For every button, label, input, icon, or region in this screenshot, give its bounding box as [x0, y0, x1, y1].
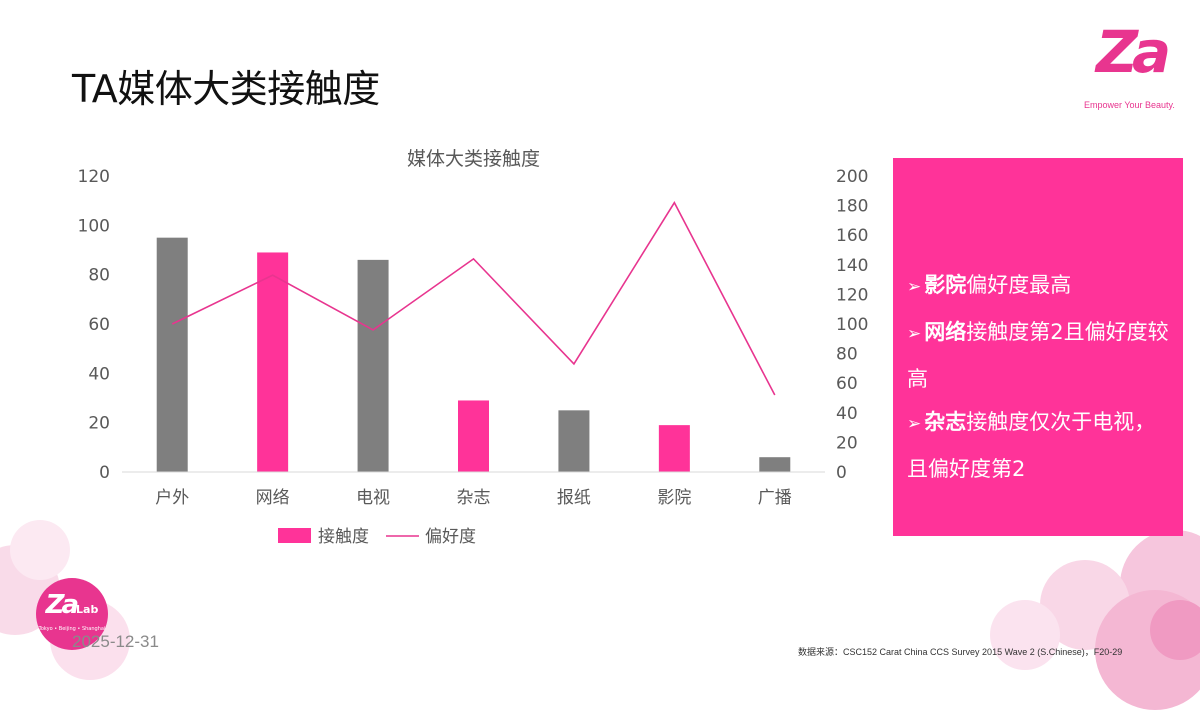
legend-swatch-bar — [278, 528, 311, 543]
logo-slogan: Empower Your Beauty. — [1084, 100, 1175, 110]
insight-item: ➢ 影院偏好度最高 — [907, 263, 1175, 310]
insight-item: ➢ 网络接触度第2且偏好度较高 — [907, 310, 1175, 402]
x-tick-label: 杂志 — [457, 488, 491, 508]
za-lab-badge: ZaLab Tokyo • Beijing • Shanghai — [36, 578, 108, 650]
arrow-icon: ➢ — [907, 414, 922, 434]
decor-blob — [1150, 600, 1200, 660]
y-left-tick-label: 20 — [88, 414, 110, 434]
x-tick-label: 户外 — [155, 488, 189, 508]
x-tick-label: 影院 — [657, 488, 691, 508]
insight-highlight: 影院 — [924, 273, 967, 297]
badge-mark: ZaLab — [36, 590, 108, 620]
page-title: TA媒体大类接触度 — [72, 67, 380, 111]
y-right-tick-label: 120 — [836, 285, 868, 305]
decor-blob — [990, 600, 1060, 670]
bar-电视 — [357, 259, 389, 472]
x-tick-label: 报纸 — [557, 488, 591, 508]
insight-text: 接触度仅次于电视，且偏好度第2 — [907, 410, 1156, 481]
data-source: 数据来源：CSC152 Carat China CCS Survey 2015 … — [798, 647, 1123, 657]
bar-广播 — [759, 457, 791, 472]
y-right-tick-label: 140 — [836, 256, 868, 276]
y-left-tick-label: 100 — [78, 216, 110, 236]
logo-mark: Za — [1096, 18, 1171, 86]
y-right-tick-label: 40 — [836, 404, 858, 424]
preference-line — [171, 201, 776, 396]
y-left-tick-label: 120 — [78, 167, 110, 187]
y-left-tick-label: 40 — [88, 364, 110, 384]
badge-subtitle: Tokyo • Beijing • Shanghai — [38, 626, 106, 632]
y-left-tick-label: 0 — [99, 463, 110, 483]
brand-logo: Za Empower Your Beauty. — [1078, 18, 1188, 118]
badge-mark-text: Za — [45, 590, 79, 620]
y-left-tick-label: 60 — [88, 315, 110, 335]
media-chart: 媒体大类接触度 0 20 40 60 80 100 120 0 20 40 60 80 100 120 140… — [78, 148, 869, 547]
bar-报纸 — [558, 410, 590, 472]
y-left-tick-label: 80 — [88, 266, 110, 286]
y-right-tick-label: 160 — [836, 226, 868, 246]
bar-杂志 — [458, 400, 489, 472]
y-right-tick-label: 200 — [836, 167, 868, 187]
date-label: 2025-12-31 — [72, 632, 159, 651]
chart-title: 媒体大类接触度 — [407, 148, 540, 170]
y-right-tick-label: 180 — [836, 197, 868, 217]
arrow-icon: ➢ — [907, 324, 922, 344]
arrow-icon: ➢ — [907, 277, 922, 297]
y-right-tick-label: 60 — [836, 374, 858, 394]
x-tick-label: 网络 — [256, 488, 290, 508]
legend-label-line: 偏好度 — [425, 527, 476, 547]
legend-label-bar: 接触度 — [318, 527, 369, 547]
x-tick-label: 广播 — [758, 488, 792, 508]
insight-item: ➢ 杂志接触度仅次于电视，且偏好度第2 — [907, 400, 1175, 492]
y-right-tick-label: 0 — [836, 463, 847, 483]
insight-highlight: 杂志 — [924, 410, 967, 434]
insight-panel: ➢ 影院偏好度最高 ➢ 网络接触度第2且偏好度较高 ➢ 杂志接触度仅次于电视，且偏好度… — [893, 158, 1183, 536]
insight-text: 偏好度最高 — [966, 273, 1072, 297]
y-right-tick-label: 80 — [836, 345, 858, 365]
bar-影院 — [658, 425, 690, 472]
badge-lab-text: Lab — [76, 603, 99, 616]
bar-户外 — [156, 237, 188, 472]
decor-blob — [10, 520, 70, 580]
bar-网络 — [257, 252, 289, 472]
insight-text: 接触度第2且偏好度较高 — [907, 320, 1169, 391]
y-right-tick-label: 20 — [836, 433, 858, 453]
insight-highlight: 网络 — [924, 320, 967, 344]
y-right-tick-label: 100 — [836, 315, 868, 335]
x-tick-label: 电视 — [356, 488, 390, 508]
